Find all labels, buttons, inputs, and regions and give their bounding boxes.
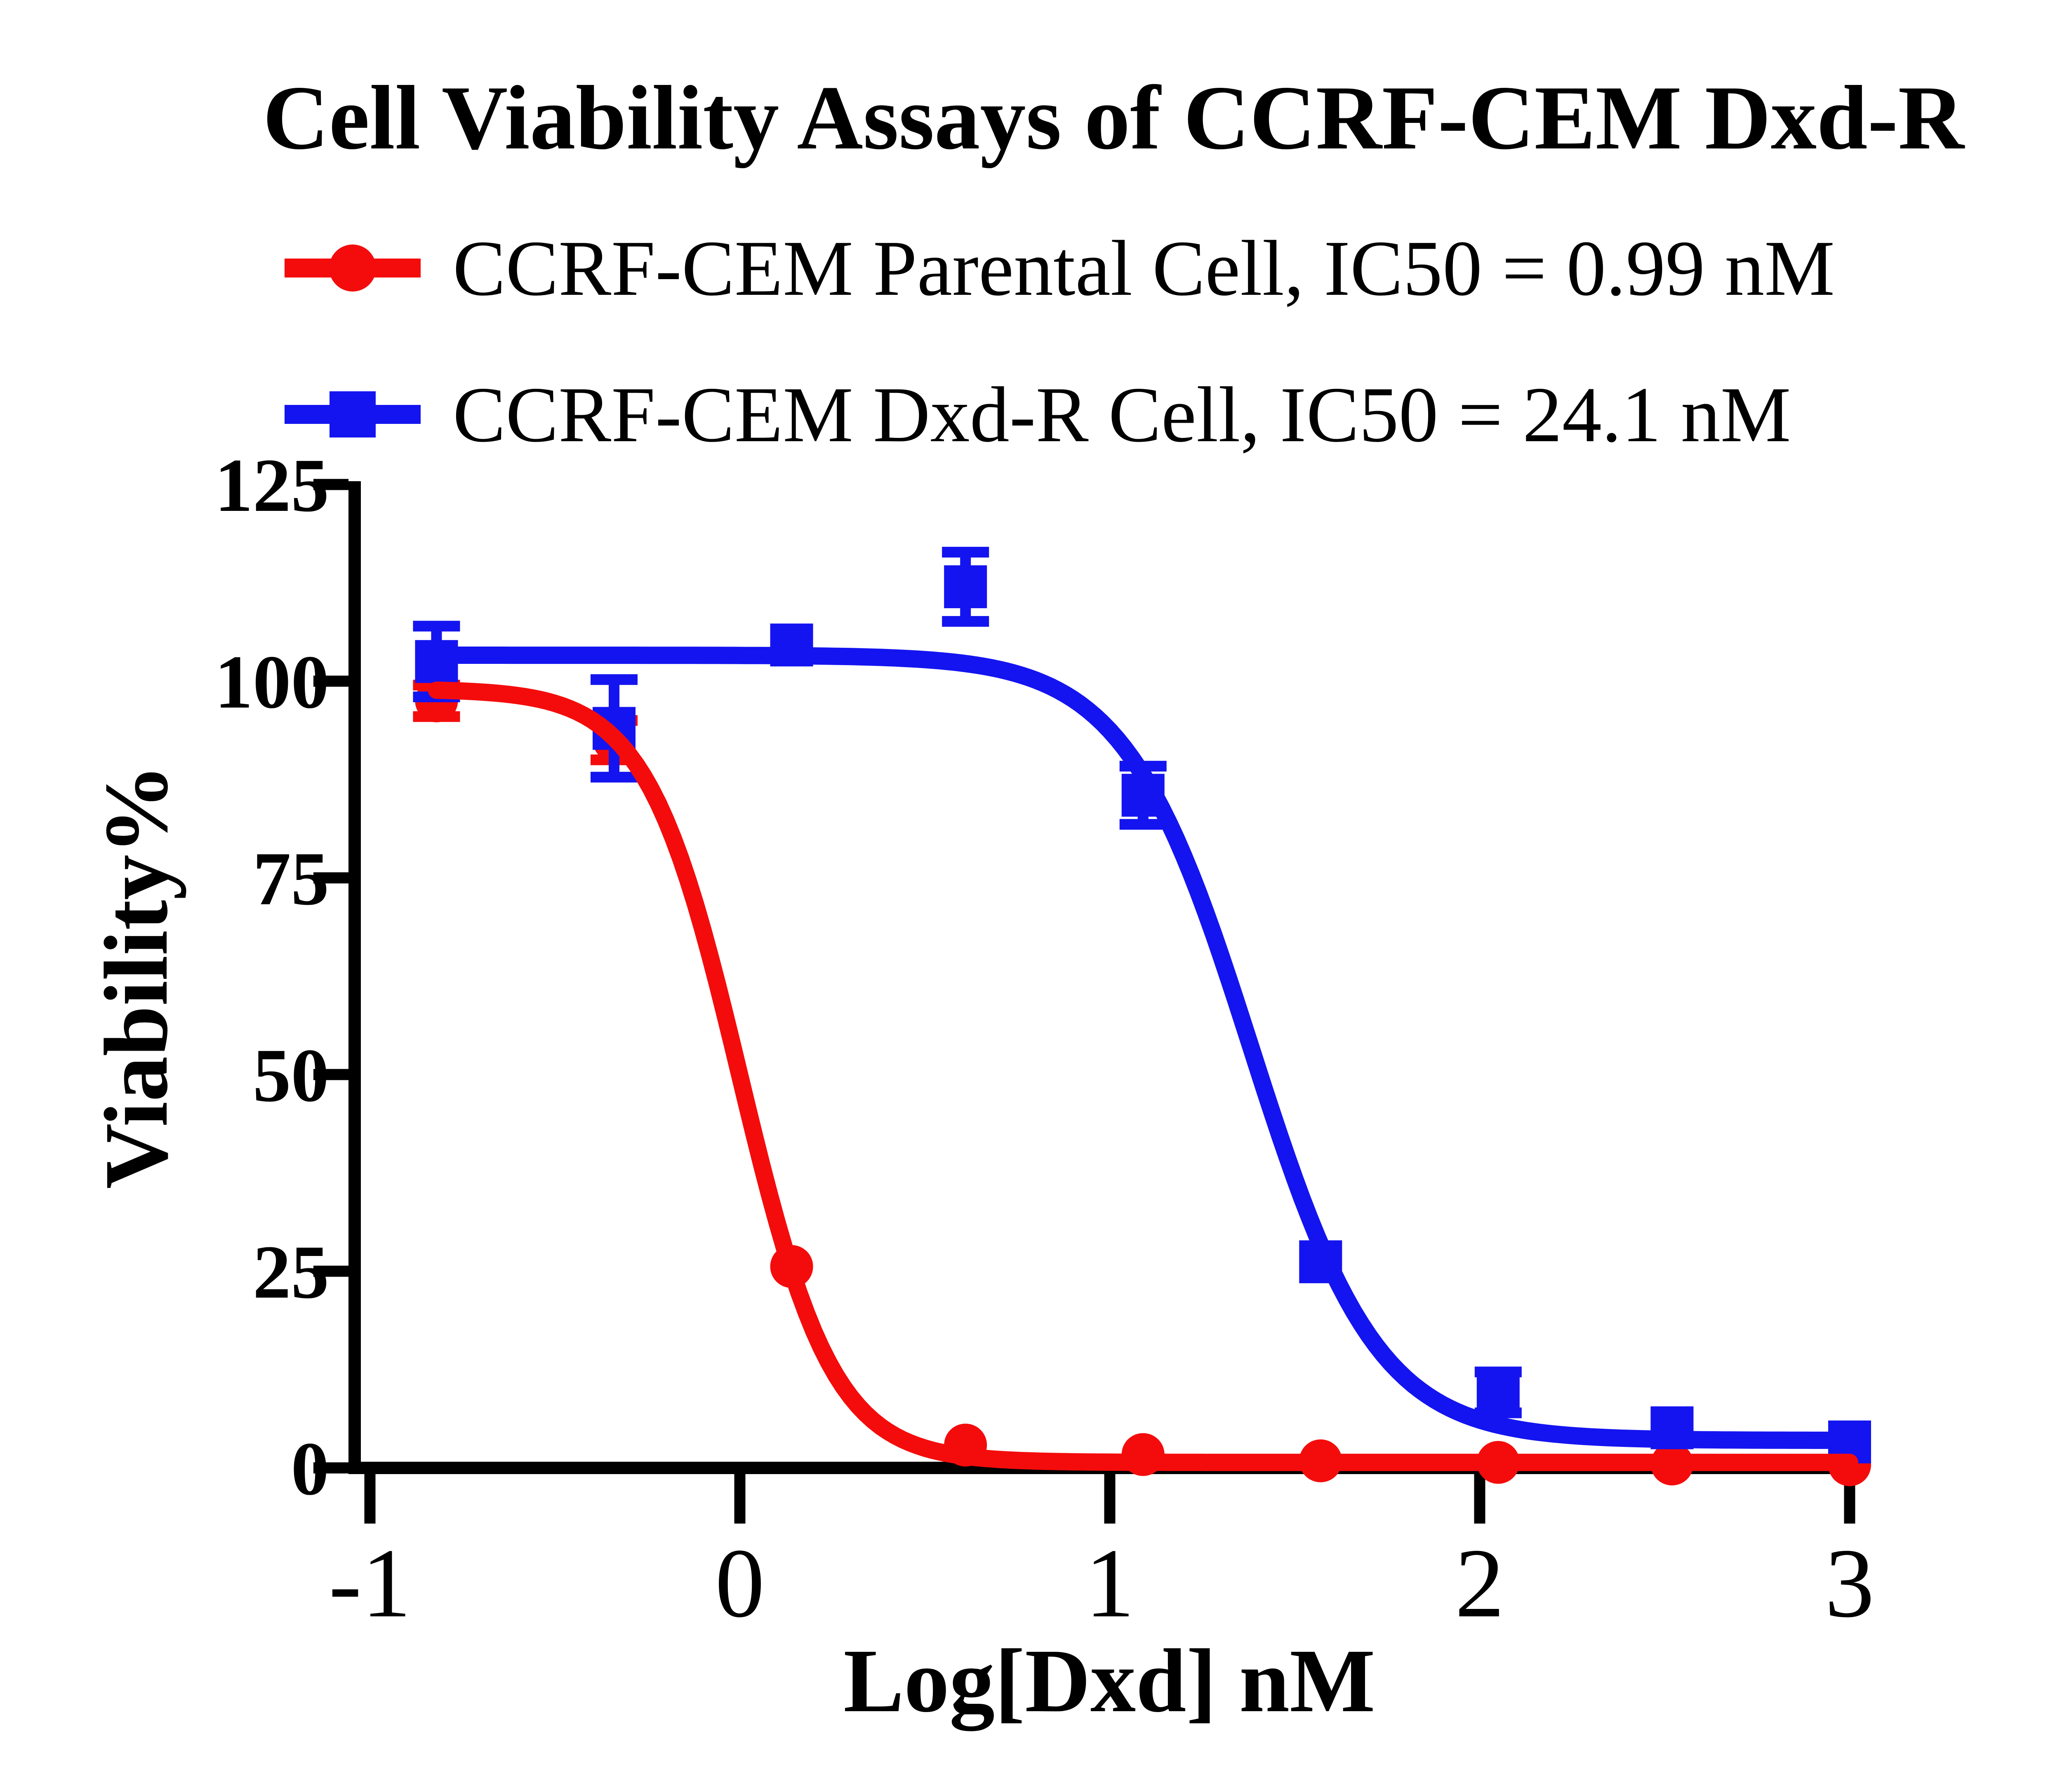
chart-title: Cell Viability Assays of CCRF-CEM Dxd-R	[263, 67, 1964, 169]
data-point-square	[415, 640, 458, 683]
y-tick-label: 100	[215, 640, 330, 724]
x-tick-label: -1	[329, 1528, 411, 1638]
x-tick-label: 3	[1825, 1528, 1874, 1638]
y-tick-label: 50	[253, 1033, 329, 1118]
red-circle-marker-icon	[285, 245, 421, 292]
data-point-square	[1476, 1371, 1520, 1414]
dxdr-error-bars	[413, 547, 1522, 1418]
x-tick-label: 2	[1455, 1528, 1504, 1638]
dxdr-points	[415, 565, 1871, 1464]
x-tick-label: 0	[715, 1528, 765, 1638]
legend-item-dxdr: CCRF-CEM Dxd-R Cell, IC50 = 24.1 nM	[285, 367, 1835, 462]
y-tick-label: 75	[253, 837, 329, 921]
data-point-square	[1299, 1240, 1342, 1284]
x-tick-label: 1	[1085, 1528, 1135, 1638]
legend-item-parental: CCRF-CEM Parental Cell, IC50 = 0.99 nM	[285, 221, 1835, 315]
data-point-square	[770, 623, 813, 667]
legend-label-parental: CCRF-CEM Parental Cell, IC50 = 0.99 nM	[453, 224, 1835, 312]
data-point-square	[1650, 1406, 1694, 1449]
x-axis-title: Log[Dxd] nM	[843, 1630, 1375, 1731]
legend-label-dxdr: CCRF-CEM Dxd-R Cell, IC50 = 24.1 nM	[453, 370, 1791, 459]
y-tick-label: 25	[253, 1230, 329, 1315]
y-tick-label: 0	[291, 1427, 330, 1511]
data-point-square	[1121, 774, 1165, 817]
blue-square-marker-icon	[285, 391, 421, 437]
parental-curve	[428, 681, 1858, 1471]
y-tick-label: 125	[215, 443, 330, 528]
data-point-square	[944, 565, 987, 609]
legend: CCRF-CEM Parental Cell, IC50 = 0.99 nM C…	[285, 221, 1835, 513]
